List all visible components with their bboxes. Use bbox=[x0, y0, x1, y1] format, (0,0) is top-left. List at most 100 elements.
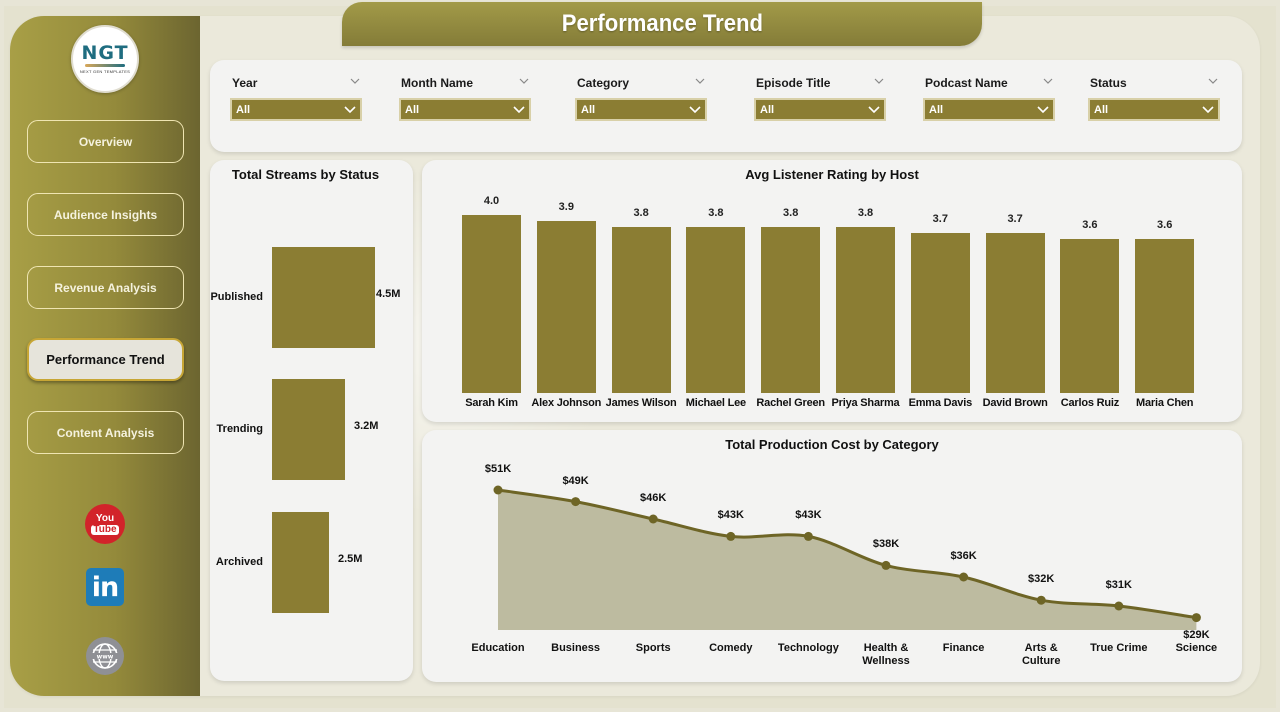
sidebar-item-revenue-analysis[interactable]: Revenue Analysis bbox=[27, 266, 184, 309]
data-point-marker[interactable] bbox=[803, 531, 813, 541]
bar[interactable] bbox=[272, 512, 329, 613]
axis-category-label: Comedy bbox=[696, 642, 766, 655]
bar[interactable] bbox=[462, 215, 521, 393]
filter-label: Category bbox=[577, 76, 630, 90]
axis-category-label: James Wilson bbox=[605, 397, 677, 409]
chevron-down-icon[interactable] bbox=[350, 76, 360, 86]
bar[interactable] bbox=[686, 227, 746, 393]
axis-category-label-line: Health & bbox=[863, 642, 909, 654]
axis-category-label: Michael Lee bbox=[685, 397, 746, 409]
filter-dropdown[interactable]: All bbox=[923, 98, 1055, 121]
filter-selected-value: All bbox=[760, 103, 775, 116]
production-cost-by-category-chart: Total Production Cost by Category $51K Ed… bbox=[422, 430, 1242, 682]
filter-dropdown[interactable]: All bbox=[399, 98, 531, 121]
bar[interactable] bbox=[272, 247, 375, 348]
data-point-marker[interactable] bbox=[648, 514, 658, 524]
axis-category-label: Rachel Green bbox=[756, 397, 825, 409]
filter-dropdown[interactable]: All bbox=[230, 98, 362, 121]
data-point-marker[interactable] bbox=[493, 485, 503, 495]
filter-selected-value: All bbox=[1094, 103, 1109, 116]
bar[interactable] bbox=[985, 233, 1045, 393]
data-label: $36K bbox=[950, 550, 977, 562]
axis-category-label-line: Comedy bbox=[709, 642, 753, 654]
streams-by-status-chart: Total Streams by Status Published 4.5M Tre… bbox=[210, 160, 413, 681]
bar[interactable] bbox=[836, 227, 895, 393]
data-label: 3.8 bbox=[633, 207, 649, 219]
data-point-marker[interactable] bbox=[1036, 595, 1046, 605]
axis-category-label-line: Technology bbox=[777, 642, 839, 654]
chevron-down-icon[interactable] bbox=[1043, 76, 1053, 86]
axis-category-label: Maria Chen bbox=[1136, 397, 1194, 409]
chart-title: Avg Listener Rating by Host bbox=[745, 167, 919, 182]
bar[interactable] bbox=[272, 379, 345, 480]
website-link[interactable]: www bbox=[85, 636, 125, 676]
data-point-marker[interactable] bbox=[726, 531, 736, 541]
data-point-marker[interactable] bbox=[1114, 601, 1124, 611]
sidebar-item-label: Audience Insights bbox=[53, 207, 158, 222]
axis-category-label: Priya Sharma bbox=[831, 397, 900, 409]
bar[interactable] bbox=[910, 233, 970, 393]
axis-category-label-line: Sports bbox=[635, 642, 671, 654]
axis-category-label: Health & Wellness bbox=[851, 642, 921, 668]
axis-category-label: Finance bbox=[929, 642, 999, 655]
filter-dropdown[interactable]: All bbox=[754, 98, 886, 121]
axis-category-label: Emma Davis bbox=[908, 397, 973, 409]
axis-category-label: Archived bbox=[215, 555, 263, 568]
data-point-marker[interactable] bbox=[571, 497, 581, 507]
axis-category-label: Business bbox=[541, 642, 611, 655]
data-point-marker[interactable] bbox=[1191, 613, 1201, 623]
filter-selected-value: All bbox=[929, 103, 944, 116]
linkedin-link[interactable]: in bbox=[85, 567, 125, 607]
filter-episode-title: Episode Title All bbox=[754, 74, 886, 121]
filter-month-name: Month Name All bbox=[399, 74, 531, 121]
axis-category-label-line: True Crime bbox=[1090, 642, 1148, 654]
data-label: 3.8 bbox=[708, 207, 724, 219]
bar[interactable] bbox=[1060, 239, 1120, 393]
ngt-logo: NGT NEXT GEN TEMPLATES bbox=[71, 25, 139, 93]
data-point-marker[interactable] bbox=[881, 560, 891, 570]
chevron-down-icon bbox=[868, 105, 880, 113]
filter-status: Status All bbox=[1088, 74, 1220, 121]
axis-category-label-line: Arts & bbox=[1024, 642, 1058, 654]
data-label: 4.0 bbox=[483, 195, 500, 207]
data-label: 3.2M bbox=[354, 419, 379, 432]
chevron-down-icon bbox=[344, 105, 356, 113]
page-title: Performance Trend bbox=[561, 10, 763, 37]
data-label: 3.7 bbox=[1007, 213, 1023, 225]
chevron-down-icon[interactable] bbox=[1208, 76, 1218, 86]
bar[interactable] bbox=[611, 227, 671, 393]
data-label: 2.5M bbox=[338, 552, 363, 565]
sidebar-item-performance-trend[interactable]: Performance Trend bbox=[27, 338, 184, 381]
trend-line bbox=[497, 488, 1197, 620]
chevron-down-icon[interactable] bbox=[695, 76, 705, 86]
data-point-marker[interactable] bbox=[959, 572, 969, 582]
axis-category-label: Technology bbox=[773, 642, 843, 655]
axis-category-label: Published bbox=[210, 290, 263, 303]
bar[interactable] bbox=[536, 221, 596, 393]
axis-category-label: Trending bbox=[216, 422, 263, 435]
sidebar-item-content-analysis[interactable]: Content Analysis bbox=[27, 411, 184, 454]
axis-category-label: Arts & Culture bbox=[1006, 642, 1076, 668]
filter-category: Category All bbox=[575, 74, 707, 121]
sidebar-item-label: Revenue Analysis bbox=[54, 280, 157, 295]
logo-swoosh-icon bbox=[85, 64, 125, 67]
logo-subtitle: NEXT GEN TEMPLATES bbox=[79, 69, 131, 74]
sidebar-item-overview[interactable]: Overview bbox=[27, 120, 184, 163]
chevron-down-icon[interactable] bbox=[874, 76, 884, 86]
youtube-icon-text-you: You bbox=[95, 512, 115, 524]
page-title-banner: Performance Trend bbox=[342, 2, 982, 46]
filter-podcast-name: Podcast Name All bbox=[923, 74, 1055, 121]
area-chart-plot bbox=[493, 485, 1201, 630]
axis-category-label-line: Science bbox=[1175, 642, 1218, 654]
filter-label: Episode Title bbox=[756, 76, 831, 90]
data-label: 3.8 bbox=[783, 207, 799, 219]
website-globe-icon: www bbox=[86, 637, 124, 675]
sidebar-item-audience-insights[interactable]: Audience Insights bbox=[27, 193, 184, 236]
filter-dropdown[interactable]: All bbox=[575, 98, 707, 121]
bar[interactable] bbox=[1135, 239, 1195, 393]
chevron-down-icon[interactable] bbox=[519, 76, 529, 86]
bar[interactable] bbox=[761, 227, 821, 393]
data-label: $49K bbox=[562, 474, 589, 487]
youtube-link[interactable]: You Tube bbox=[85, 504, 125, 544]
filter-dropdown[interactable]: All bbox=[1088, 98, 1220, 121]
